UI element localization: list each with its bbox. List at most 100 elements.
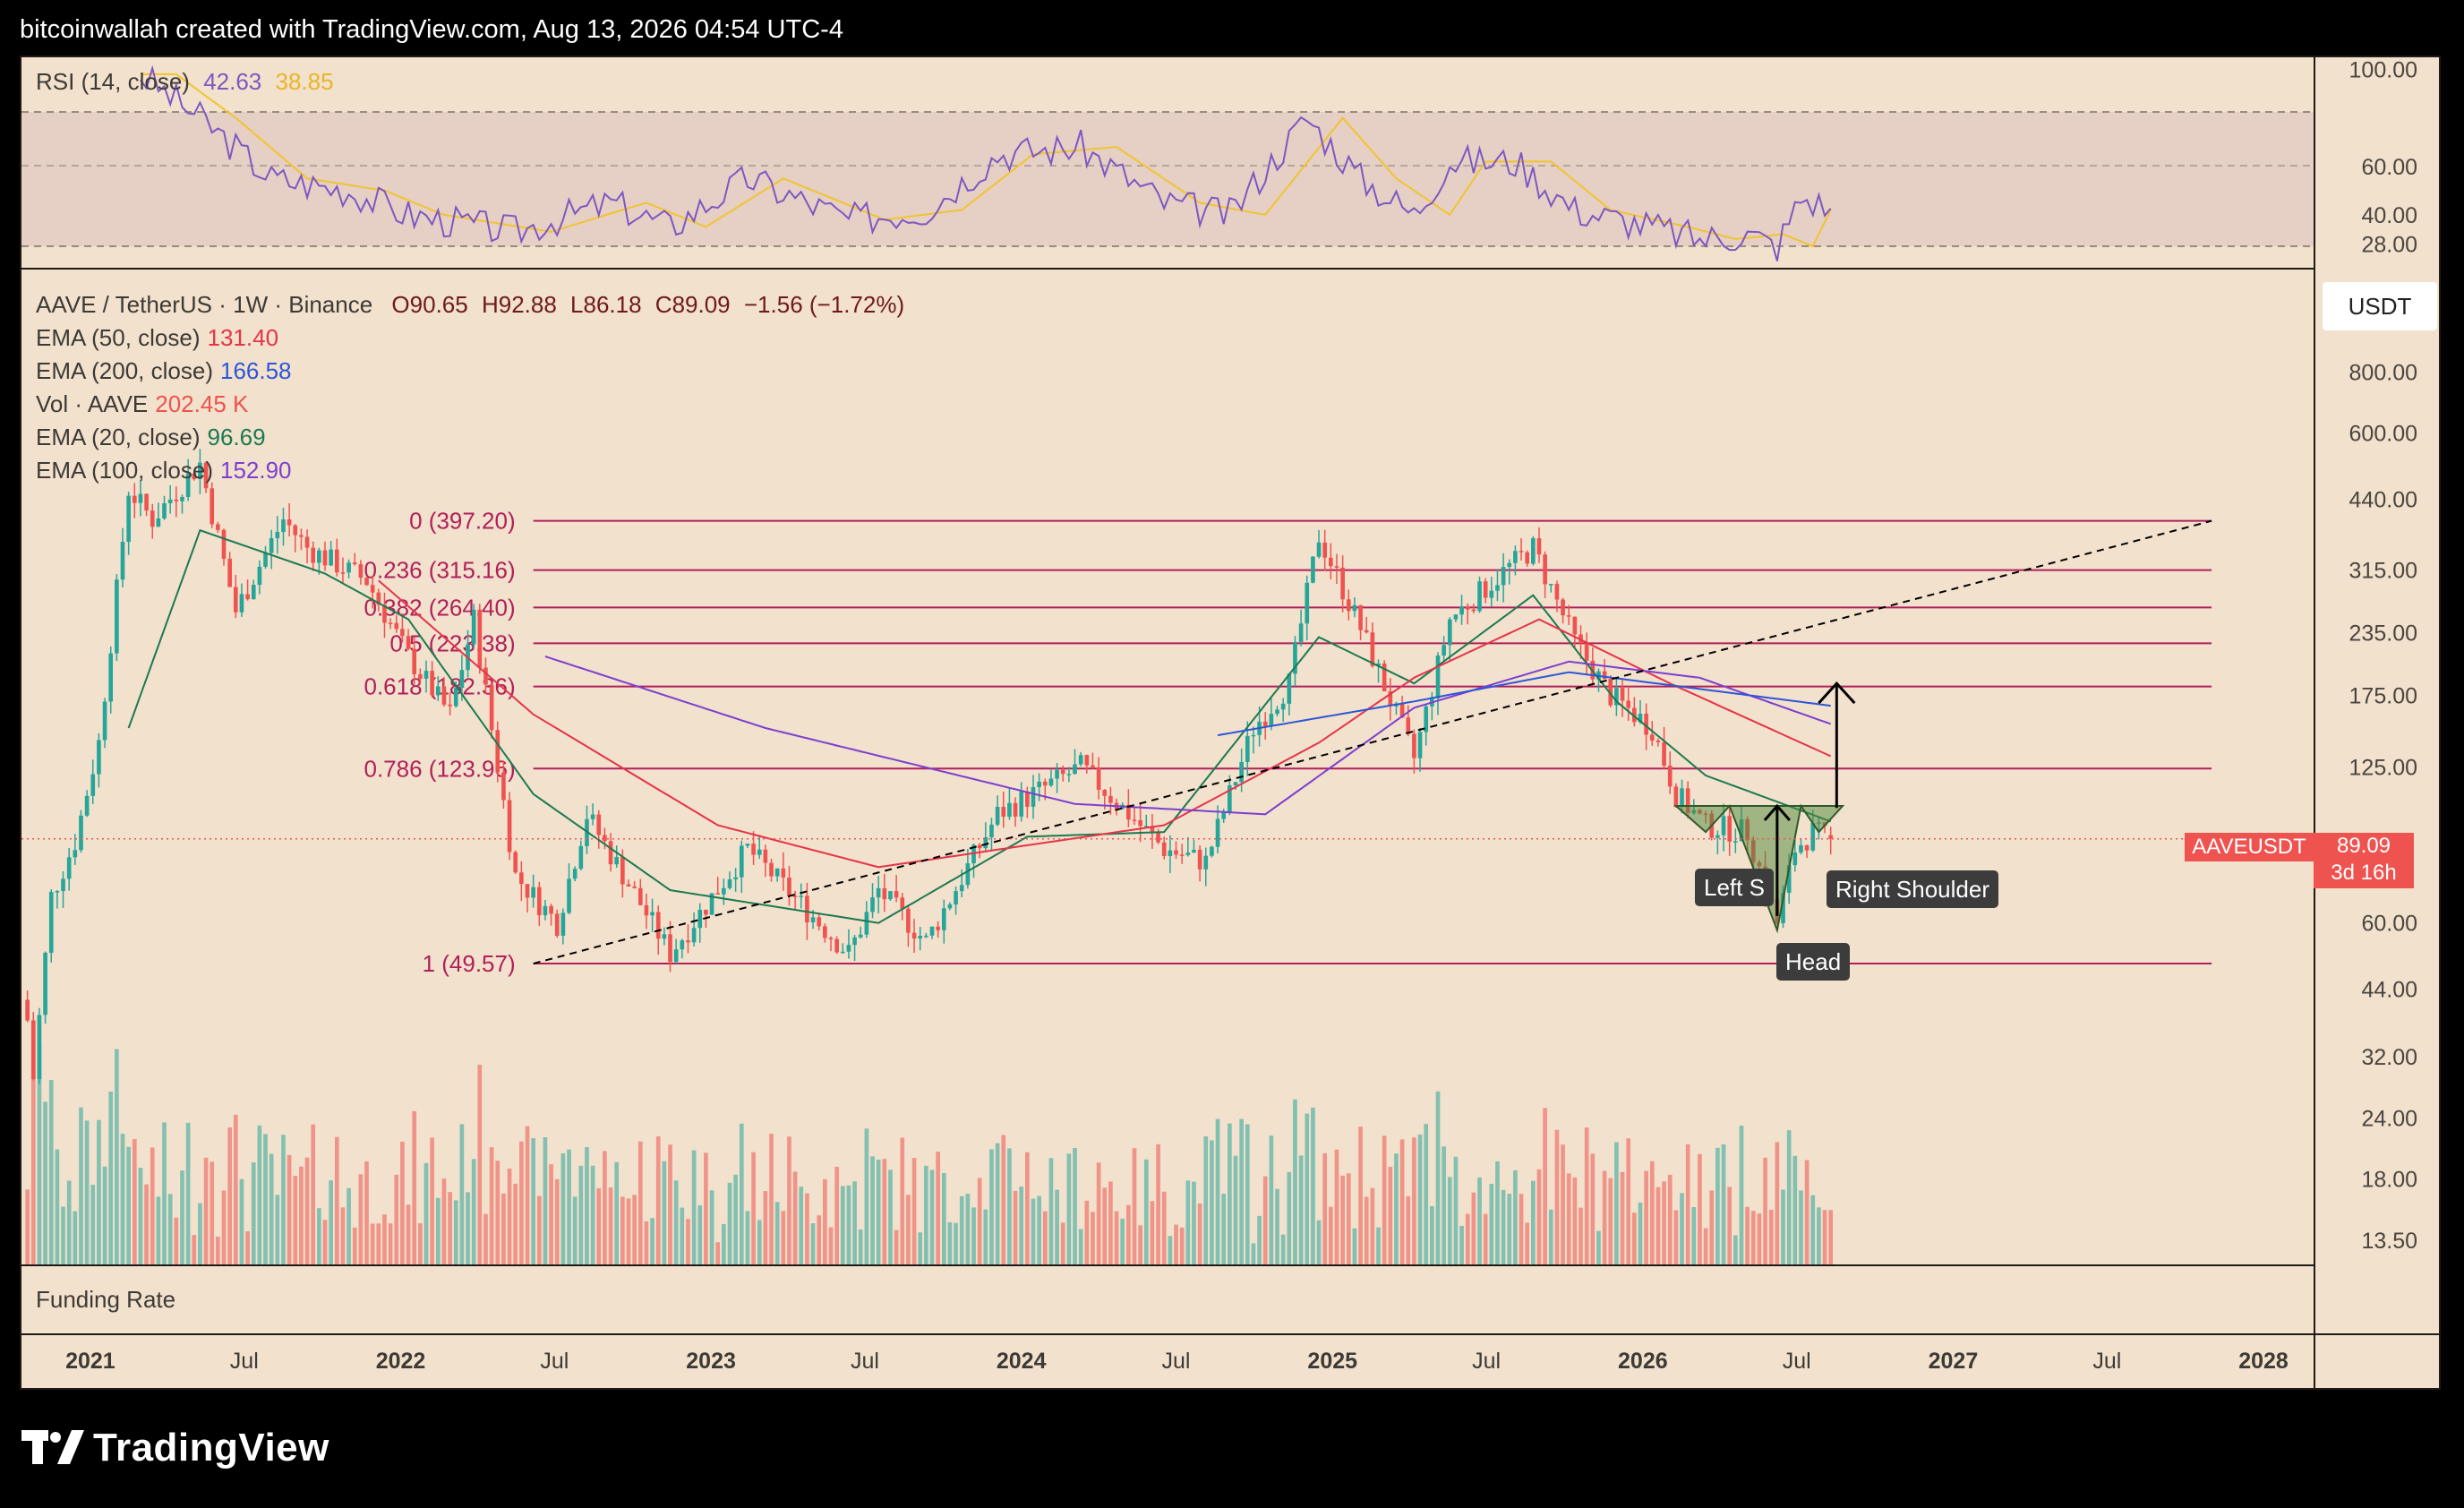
candle-body [281, 519, 286, 532]
volume-bar [394, 1174, 399, 1264]
volume-bar [846, 1185, 851, 1264]
candle-body [1453, 614, 1459, 620]
volume-bar [650, 1218, 654, 1264]
rsi-ma-line [140, 73, 1832, 248]
indicator-legend-row[interactable]: EMA (100, close) 152.90 [36, 457, 292, 484]
volume-bar [852, 1181, 857, 1264]
symbol-legend[interactable]: AAVE / TetherUS · 1W · Binance O90.65 H9… [36, 291, 904, 319]
candle-body [1561, 599, 1565, 616]
candle-body [1174, 850, 1178, 855]
indicator-legend-row[interactable]: Vol · AAVE 202.45 K [36, 390, 248, 418]
volume-bar [989, 1149, 994, 1264]
candle-body [1126, 804, 1131, 820]
candle-body [810, 917, 816, 922]
volume-bar [358, 1174, 364, 1264]
volume-bar [1442, 1146, 1446, 1264]
candle-body [673, 949, 679, 963]
candle-body [1192, 849, 1196, 853]
price-axis-label: 60.00 [2361, 912, 2417, 937]
rsi-legend[interactable]: RSI (14, close) 42.63 38.85 [36, 68, 334, 96]
price-chart[interactable]: 0 (397.20) 0.236 (315.16) 0.382 (264.40) 0.… [0, 0, 2464, 1390]
candle-body [1346, 599, 1351, 612]
volume-bar [1536, 1169, 1542, 1264]
volume-bar [245, 1231, 250, 1264]
candle-body [1715, 835, 1720, 838]
time-axis-label: Jul [1783, 1349, 1811, 1374]
volume-bar [1382, 1135, 1387, 1264]
candle-body [180, 497, 184, 501]
volume-bar [644, 1221, 649, 1264]
indicator-name: EMA (100, close) [36, 457, 213, 484]
rsi-axis-label: 100.00 [2349, 58, 2417, 83]
ohlc-close: C89.09 [654, 291, 731, 318]
candle-body [1084, 755, 1090, 766]
price-axis-label: 440.00 [2349, 487, 2417, 512]
volume-bar [311, 1124, 316, 1264]
candle-body [1489, 590, 1494, 598]
candle-body [382, 604, 387, 623]
candle-body [1525, 552, 1530, 564]
volume-bar [1548, 1209, 1553, 1264]
indicator-legend-row[interactable]: EMA (200, close) 166.58 [36, 357, 292, 385]
volume-bar [1662, 1181, 1666, 1264]
currency-button[interactable]: USDT [2323, 282, 2437, 330]
candle-body [1013, 802, 1018, 817]
time-axis-label: 2025 [1307, 1349, 1357, 1374]
volume-bar [1228, 1123, 1232, 1264]
candle-body [1495, 585, 1500, 591]
indicator-legend-row[interactable]: EMA (50, close) 131.40 [36, 324, 278, 352]
volume-bar [1174, 1224, 1178, 1264]
time-axis-label: 2028 [2238, 1349, 2289, 1374]
candle-body [1382, 663, 1387, 691]
candle-body [340, 572, 346, 574]
candle-body [1262, 721, 1268, 726]
candle-body [1031, 786, 1036, 807]
volume-bar [448, 1192, 452, 1264]
candle-body [1340, 567, 1345, 600]
tradingview-logo[interactable]: TradingView [21, 1426, 329, 1469]
candle-body [1138, 819, 1142, 827]
volume-bar [370, 1223, 375, 1264]
head-label[interactable]: Head [1776, 943, 1851, 981]
volume-bar [1334, 1149, 1339, 1264]
volume-bar [1519, 1194, 1524, 1264]
left-shoulder-label[interactable]: Left S [1695, 869, 1774, 906]
volume-bar [198, 1203, 202, 1264]
candle-body [221, 529, 227, 559]
candle-body [1203, 855, 1209, 870]
volume-bar [1566, 1173, 1571, 1264]
candle-body [739, 845, 744, 878]
candle-body [1048, 778, 1054, 786]
candle-body [1168, 850, 1173, 856]
candle-body [1197, 849, 1202, 870]
candle-body [1417, 732, 1423, 758]
candle-body [1019, 792, 1024, 817]
indicator-legend-row[interactable]: EMA (20, close) 96.69 [36, 424, 266, 451]
volume-bar [430, 1137, 434, 1264]
volume-bar [233, 1114, 238, 1264]
candle-body [1459, 606, 1464, 615]
volume-bar [1417, 1134, 1423, 1264]
candle-body [792, 895, 798, 897]
volume-bar [203, 1157, 209, 1264]
volume-bar [805, 1193, 809, 1264]
volume-bar [1352, 1228, 1357, 1264]
right-shoulder-label[interactable]: Right Shoulder [1827, 870, 1998, 908]
candle-body [1001, 807, 1006, 818]
candle-body [1322, 542, 1328, 558]
price-axis-label: 13.50 [2361, 1229, 2417, 1254]
price-tag-countdown: 3d 16h [2331, 861, 2397, 885]
volume-bar [774, 1202, 780, 1264]
volume-bar [90, 1185, 96, 1264]
candle-body [745, 844, 750, 846]
price-axis-label: 18.00 [2361, 1168, 2417, 1193]
candle-body [483, 667, 488, 685]
price-axis-label: 44.00 [2361, 977, 2417, 1002]
candle-body [1251, 734, 1256, 737]
candle-body [519, 872, 524, 885]
candle-body [108, 653, 114, 702]
candle-body [870, 897, 875, 913]
volume-bar [1096, 1162, 1101, 1264]
candle-body [1352, 604, 1357, 612]
volume-bar [810, 1223, 816, 1264]
